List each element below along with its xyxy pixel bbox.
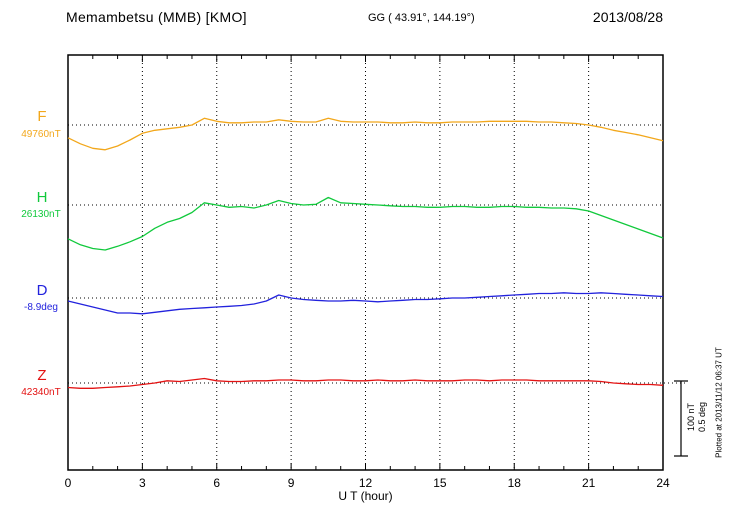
svg-text:21: 21: [582, 476, 596, 490]
svg-text:18: 18: [508, 476, 522, 490]
scalebar-nt-label: 100 nT: [686, 402, 696, 432]
svg-text:0: 0: [65, 476, 72, 490]
svg-text:9: 9: [288, 476, 295, 490]
series-letter-z: Z: [37, 367, 47, 384]
series-letter-h: H: [36, 189, 48, 206]
svg-text:15: 15: [433, 476, 447, 490]
scalebar-deg-label: 0.5 deg: [697, 401, 707, 433]
series-letter-f: F: [37, 108, 47, 125]
svg-text:24: 24: [656, 476, 670, 490]
series-letter-d: D: [36, 282, 48, 299]
series-base-value-h: 26130nT: [21, 209, 61, 220]
date-label: 2013/08/28: [592, 9, 663, 25]
gg-coordinates: GG ( 43.91°, 144.19°): [368, 12, 475, 24]
plotted-at-note: Plotted at 2013/11/12 06:37 UT: [714, 347, 724, 458]
station-title: Memambetsu (MMB) [KMO]: [66, 9, 247, 25]
svg-text:6: 6: [213, 476, 220, 490]
series-base-value-f: 49760nT: [21, 129, 61, 140]
series-base-value-d: -8.9deg: [24, 302, 58, 313]
svg-text:3: 3: [139, 476, 146, 490]
x-axis-label: U T (hour): [338, 489, 393, 503]
series-base-value-z: 42340nT: [21, 387, 61, 398]
svg-text:12: 12: [359, 476, 373, 490]
